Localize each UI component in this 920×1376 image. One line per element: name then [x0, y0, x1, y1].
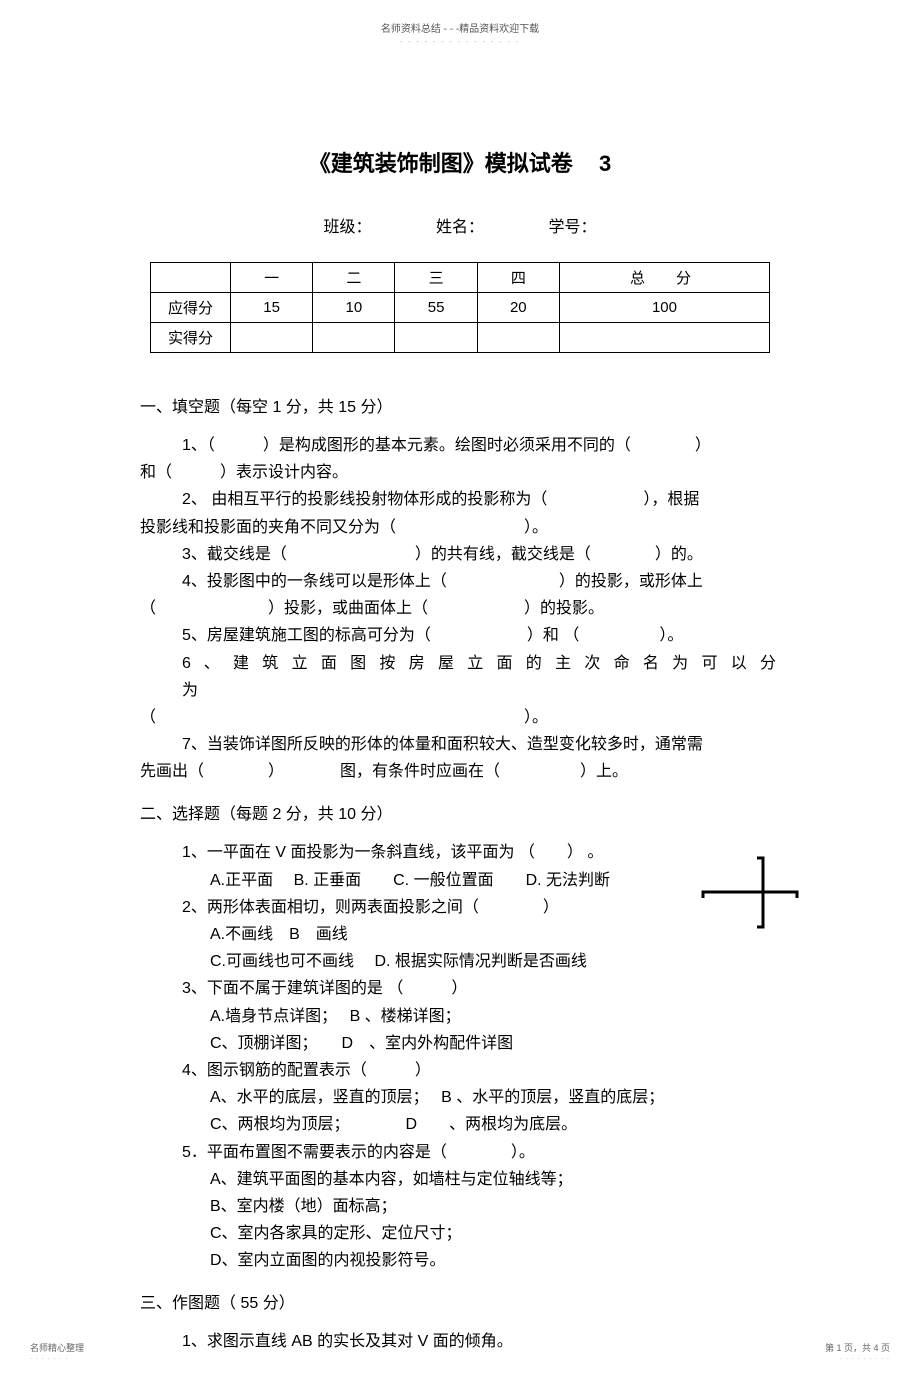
cell — [231, 323, 313, 353]
col-header-2: 二 — [313, 263, 395, 293]
row-label-actual: 实得分 — [151, 323, 231, 353]
q2-4a: A、水平的底层，竖直的顶层； B 、水平的顶层，竖直的底层； — [140, 1084, 780, 1111]
cell — [313, 323, 395, 353]
q2-2b: C.可画线也可不画线 D. 根据实际情况判断是否画线 — [140, 948, 780, 975]
q2-1-opts: A.正平面 B. 正垂面 C. 一般位置面 D. 无法判断 — [140, 867, 780, 894]
footer-right-text: 第 1 页，共 4 页 — [825, 1341, 890, 1354]
q1-3: 3、截交线是（ ）的共有线，截交线是（ ）的。 — [140, 541, 780, 568]
q1-2b: 投影线和投影面的夹角不同又分为（ ）。 — [140, 514, 780, 541]
q1-6a: 6 、 建 筑 立 面 图 按 房 屋 立 面 的 主 次 命 名 为 可 以 … — [140, 650, 780, 704]
cell: 15 — [231, 293, 313, 323]
student-info-line: 班级： 姓名： 学号： — [0, 213, 920, 237]
q1-7b: 先画出（ ） 图，有条件时应画在（ ）上。 — [140, 758, 780, 785]
q2-4b: C、两根均为顶层； D 、两根均为底层。 — [140, 1111, 780, 1138]
section-1-title: 一、填空题（每空 1 分，共 15 分） — [140, 393, 920, 417]
q1-7a: 7、当装饰详图所反映的形体的体量和面积较大、造型变化较多时，通常需 — [140, 731, 780, 758]
q2-3a: A.墙身节点详图； B 、楼梯详图； — [140, 1003, 780, 1030]
col-header-3: 三 — [395, 263, 477, 293]
cell: 20 — [477, 293, 559, 323]
section-2-title: 二、选择题（每题 2 分，共 10 分） — [140, 800, 920, 824]
section-2-questions: 1、一平面在 V 面投影为一条斜直线，该平面为 （ ） 。 A.正平面 B. 正… — [140, 839, 780, 1274]
row-label-expected: 应得分 — [151, 293, 231, 323]
col-header-blank — [151, 263, 231, 293]
q2-5d: D、室内立面图的内视投影符号。 — [140, 1247, 780, 1274]
q1-6b: （ ）。 — [140, 704, 780, 731]
rebar-diagram-icon — [695, 850, 805, 940]
footer-left-text: 名师精心整理 — [30, 1341, 84, 1354]
q2-1: 1、一平面在 V 面投影为一条斜直线，该平面为 （ ） 。 — [140, 839, 780, 866]
footer-right-dots: . . . . . . . . . — [825, 1354, 890, 1361]
cell: 100 — [559, 293, 769, 323]
q2-3b: C、顶棚详图； D 、室内外构配件详图 — [140, 1030, 780, 1057]
document-title: 《建筑装饰制图》模拟试卷 3 — [0, 146, 920, 178]
header-dots: - - - - - - - - - - - - - - - — [0, 39, 920, 46]
q1-5: 5、房屋建筑施工图的标高可分为（ ）和 （ ）。 — [140, 622, 780, 649]
footer-left-dots: . . . . . . . — [30, 1354, 84, 1361]
table-row: 实得分 — [151, 323, 770, 353]
q1-1b: 和（ ）表示设计内容。 — [140, 459, 780, 486]
table-row: 应得分 15 10 55 20 100 — [151, 293, 770, 323]
class-label: 班级： — [324, 219, 372, 236]
q2-5: 5．平面布置图不需要表示的内容是（ ）。 — [140, 1139, 780, 1166]
title-main: 《建筑装饰制图》模拟试卷 — [309, 151, 573, 176]
col-header-4: 四 — [477, 263, 559, 293]
name-label: 姓名： — [436, 219, 484, 236]
id-label: 学号： — [548, 219, 596, 236]
q1-1a: 1、（ ）是构成图形的基本元素。绘图时必须采用不同的（ ） — [140, 432, 780, 459]
cell: 10 — [313, 293, 395, 323]
q1-2a: 2、 由相互平行的投影线投射物体形成的投影称为（ ），根据 — [140, 486, 780, 513]
q2-2: 2、两形体表面相切，则两表面投影之间（ ） — [140, 894, 780, 921]
q2-3: 3、下面不属于建筑详图的是 （ ） — [140, 975, 780, 1002]
q2-5a: A、建筑平面图的基本内容，如墙柱与定位轴线等； — [140, 1166, 780, 1193]
q1-4b: （ ）投影，或曲面体上（ ）的投影。 — [140, 595, 780, 622]
header-compilation-text: 名师资料总结 - - -精品资料欢迎下载 — [0, 20, 920, 35]
col-header-total: 总 分 — [559, 263, 769, 293]
cell — [477, 323, 559, 353]
title-number: 3 — [599, 151, 611, 176]
page-footer: 名师精心整理 . . . . . . . 第 1 页，共 4 页 . . . .… — [0, 1341, 920, 1361]
cell: 55 — [395, 293, 477, 323]
q1-4a: 4、投影图中的一条线可以是形体上（ ）的投影，或形体上 — [140, 568, 780, 595]
q2-4: 4、图示钢筋的配置表示（ ） — [140, 1057, 780, 1084]
q2-5c: C、室内各家具的定形、定位尺寸； — [140, 1220, 780, 1247]
q2-2a: A.不画线 B 画线 — [140, 921, 780, 948]
q2-5b: B、室内楼（地）面标高； — [140, 1193, 780, 1220]
cell — [559, 323, 769, 353]
cell — [395, 323, 477, 353]
score-table: 一 二 三 四 总 分 应得分 15 10 55 20 100 实得分 — [150, 262, 770, 353]
table-row: 一 二 三 四 总 分 — [151, 263, 770, 293]
section-1-questions: 1、（ ）是构成图形的基本元素。绘图时必须采用不同的（ ） 和（ ）表示设计内容… — [140, 432, 780, 785]
section-3-title: 三、作图题（ 55 分） — [140, 1289, 920, 1313]
col-header-1: 一 — [231, 263, 313, 293]
